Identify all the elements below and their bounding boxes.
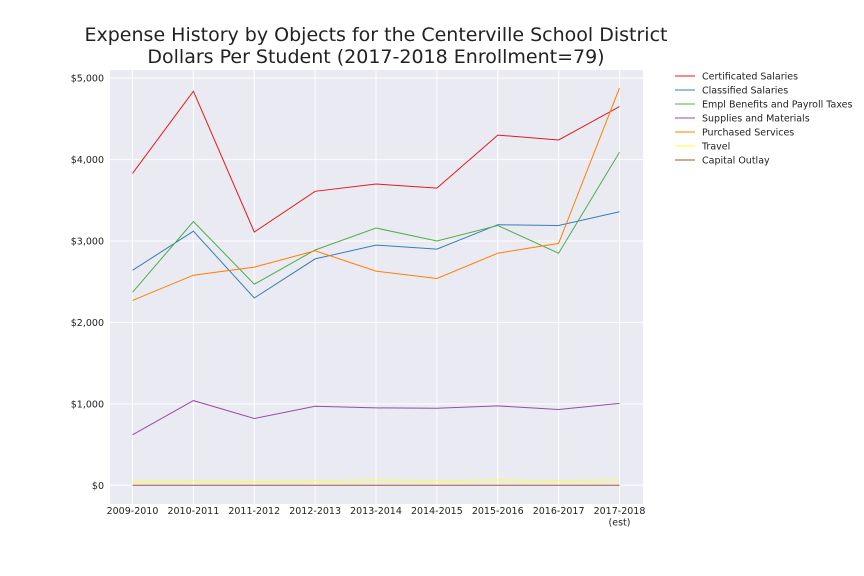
x-tick-label: 2015-2016 — [472, 506, 524, 517]
y-tick-label: $1,000 — [71, 399, 104, 410]
x-tick-label-line: 2013-2014 — [350, 506, 402, 517]
series-lines — [132, 87, 620, 486]
x-tick-label-line: 2014-2015 — [411, 506, 463, 517]
x-tick-label: 2013-2014 — [350, 506, 402, 517]
legend-label: Purchased Services — [702, 128, 794, 139]
legend-label: Certificated Salaries — [702, 72, 798, 83]
x-tick-label-line: 2009-2010 — [107, 506, 159, 517]
y-tick-label: $2,000 — [71, 318, 104, 329]
series-line — [132, 87, 620, 301]
legend-label: Empl Benefits and Payroll Taxes — [702, 100, 853, 111]
legend-label: Travel — [701, 142, 730, 153]
x-tick-label: 2011-2012 — [228, 506, 280, 517]
x-tick-label: 2009-2010 — [107, 506, 159, 517]
legend-label: Capital Outlay — [702, 156, 770, 167]
y-tick-label: $3,000 — [71, 236, 104, 247]
series-line — [132, 400, 620, 436]
legend: Certificated Salaries Classified Salaries… — [675, 72, 853, 167]
y-tick-label: $0 — [92, 481, 104, 492]
x-tick-label-line: 2010-2011 — [167, 506, 219, 517]
series-line — [132, 479, 620, 483]
x-tick-label: 2012-2013 — [289, 506, 341, 517]
y-tick-label: $5,000 — [71, 74, 104, 85]
x-tick-label-line: 2016-2017 — [533, 506, 585, 517]
chart-title: Expense History by Objects for the Cente… — [85, 24, 668, 46]
chart-subtitle: Dollars Per Student (2017-2018 Enrollmen… — [147, 46, 604, 68]
y-axis: $0 $1,000 $2,000 $3,000 $4,000 $5,000 — [71, 74, 104, 492]
x-tick-label-line: 2011-2012 — [228, 506, 280, 517]
x-tick-label-line: (est) — [609, 518, 631, 529]
x-tick-label-line: 2017-2018 — [594, 506, 646, 517]
legend-label: Classified Salaries — [702, 86, 788, 97]
series-line — [132, 151, 620, 293]
x-tick-label: 2014-2015 — [411, 506, 463, 517]
x-tick-label: 2016-2017 — [533, 506, 585, 517]
x-axis: 2009-2010 2010-2011 2011-2012 2012-2013 2013… — [107, 506, 646, 529]
series-line — [132, 90, 620, 233]
x-tick-label: 2017-2018 (est) — [594, 506, 646, 529]
legend-label: Supplies and Materials — [702, 114, 810, 125]
x-tick-label: 2010-2011 — [167, 506, 219, 517]
x-tick-label-line: 2012-2013 — [289, 506, 341, 517]
y-tick-label: $4,000 — [71, 155, 104, 166]
series-line — [132, 211, 620, 299]
x-tick-label-line: 2015-2016 — [472, 506, 524, 517]
